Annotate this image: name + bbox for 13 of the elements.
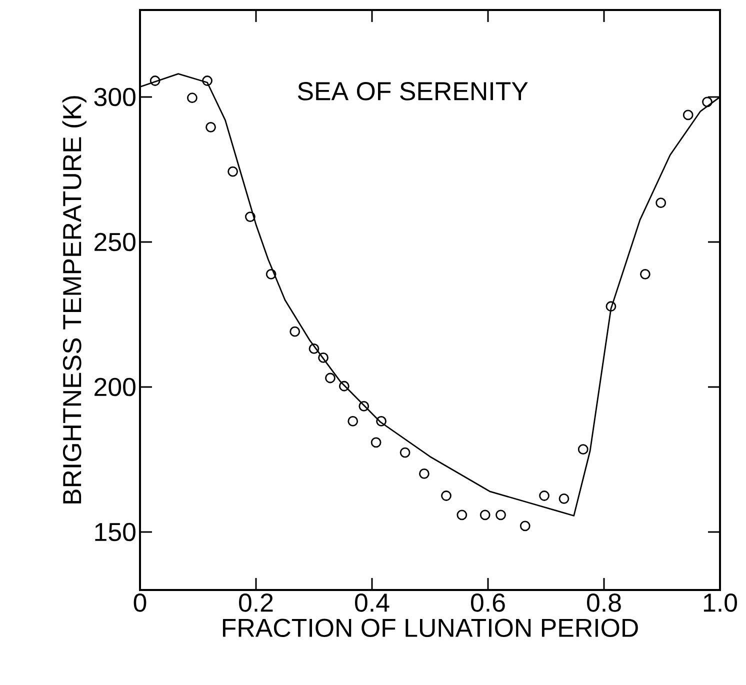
x-tick-label: 0.2 [239,594,273,612]
y-tick-label: 250 [94,232,136,252]
y-axis-title: BRIGHTNESS TEMPERATURE (K) [62,96,86,504]
y-tick-label: 300 [94,88,136,106]
annotation: SEA OF SERENITY [298,82,528,100]
x-tick-label: 0.6 [471,594,505,612]
x-tick-label: 0 [134,594,146,612]
x-axis-title: FRACTION OF LUNATION PERIOD [222,618,638,638]
y-tick-label: 200 [94,378,136,396]
x-tick-label: 1.0 [704,594,737,612]
x-tick-label: 0.8 [587,594,621,612]
x-tick-label: 0.4 [355,594,390,612]
y-tick-label: 150 [95,522,136,542]
